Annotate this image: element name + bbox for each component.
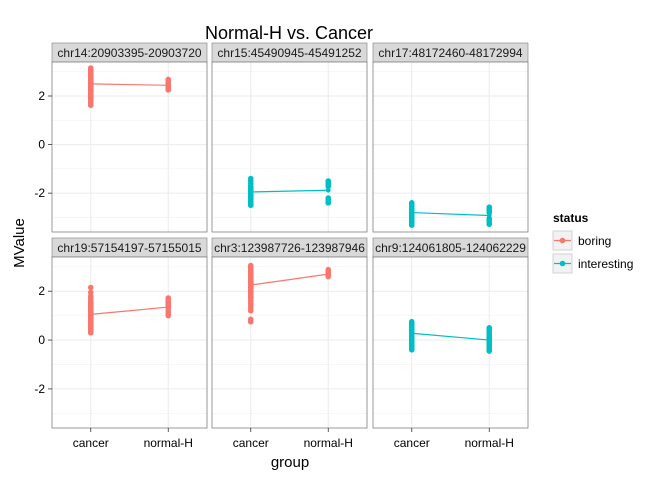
facet-strip-label: chr15:45490945-45491252 xyxy=(217,46,361,60)
y-tick-label: 2 xyxy=(38,89,45,103)
mean-point xyxy=(165,82,171,88)
y-tick-label: 0 xyxy=(38,333,45,347)
mean-point xyxy=(325,271,331,277)
chart-title: Normal-H vs. Cancer xyxy=(205,23,373,43)
data-point xyxy=(165,87,172,93)
facet-panel: chr15:45490945-45491252 xyxy=(211,42,368,233)
mean-line xyxy=(250,273,329,286)
data-point xyxy=(87,102,94,109)
x-tick-label: cancer xyxy=(394,436,430,450)
mean-line xyxy=(90,83,169,86)
mean-point xyxy=(248,282,254,288)
legend-label: interesting xyxy=(578,257,633,271)
data-point xyxy=(408,222,415,228)
x-tick-label: cancer xyxy=(73,436,109,450)
panel-background xyxy=(52,257,207,428)
data-point xyxy=(486,221,493,228)
facet-strip-label: chr3:123987726-123987946 xyxy=(214,241,365,255)
panel-border xyxy=(211,256,368,429)
panel-background xyxy=(212,257,367,428)
mean-point xyxy=(486,213,492,218)
panel-border xyxy=(372,256,529,429)
facet-panels: chr14:20903395-20903720 2 0 -2 chr15:4549094… xyxy=(34,42,529,450)
x-tick-label: normal-H xyxy=(144,436,193,450)
mean-line xyxy=(90,306,169,316)
legend-label: boring xyxy=(578,234,611,248)
facet-panel: chr9:124061805-124062229 cancer normal-H xyxy=(372,237,529,450)
facet-panel: chr14:20903395-20903720 2 0 -2 xyxy=(34,42,208,233)
mean-line xyxy=(411,211,490,217)
x-tick-label: cancer xyxy=(233,436,269,450)
facet-strip-label: chr9:124061805-124062229 xyxy=(375,241,526,255)
facet-strip-label: chr19:57154197-57155015 xyxy=(57,241,201,255)
mean-point xyxy=(325,187,331,193)
y-axis-title: MValue xyxy=(11,218,28,268)
data-point xyxy=(247,202,254,209)
facet-panel: chr17:48172460-48172994 xyxy=(372,42,529,233)
x-tick-label: normal-H xyxy=(304,436,353,450)
data-point xyxy=(325,200,332,206)
mean-point xyxy=(486,337,492,343)
data-point xyxy=(87,284,94,291)
data-point xyxy=(247,318,254,325)
mean-line xyxy=(411,332,490,341)
data-point xyxy=(247,307,254,314)
panel-border xyxy=(211,61,368,233)
legend: status boring interesting xyxy=(552,211,633,274)
mean-point xyxy=(248,189,254,195)
panel-background xyxy=(212,62,367,232)
data-point xyxy=(325,183,332,190)
facet-strip-label: chr17:48172460-48172994 xyxy=(378,46,522,60)
y-tick-label: 2 xyxy=(38,284,45,298)
mean-point xyxy=(165,304,171,310)
mean-line xyxy=(250,189,329,193)
y-tick-label: -2 xyxy=(34,382,45,396)
panel-border xyxy=(51,61,208,233)
panel-border xyxy=(372,61,529,233)
data-point xyxy=(165,312,172,319)
mean-point xyxy=(88,312,94,317)
x-tick-label: normal-H xyxy=(465,436,514,450)
mean-point xyxy=(88,81,94,87)
facet-panel: chr19:57154197-57155015 2 0 -2 cancer normal-… xyxy=(34,237,208,450)
panel-background xyxy=(52,62,207,232)
x-axis-title: group xyxy=(271,454,309,471)
legend-key-point xyxy=(559,260,566,267)
panel-background xyxy=(373,257,528,428)
facet-strip-label: chr14:20903395-20903720 xyxy=(57,46,201,60)
data-point xyxy=(87,329,94,336)
mean-point xyxy=(409,330,415,336)
data-point xyxy=(486,348,493,354)
mean-point xyxy=(409,210,415,215)
facet-panel: chr3:123987726-123987946 cancer normal-H xyxy=(211,237,368,450)
panel-border xyxy=(51,256,208,429)
panel-background xyxy=(373,62,528,232)
y-tick-label: -2 xyxy=(34,186,45,200)
legend-title: status xyxy=(553,211,589,225)
y-tick-label: 0 xyxy=(38,138,45,152)
legend-key-point xyxy=(559,237,566,244)
data-point xyxy=(408,347,415,353)
